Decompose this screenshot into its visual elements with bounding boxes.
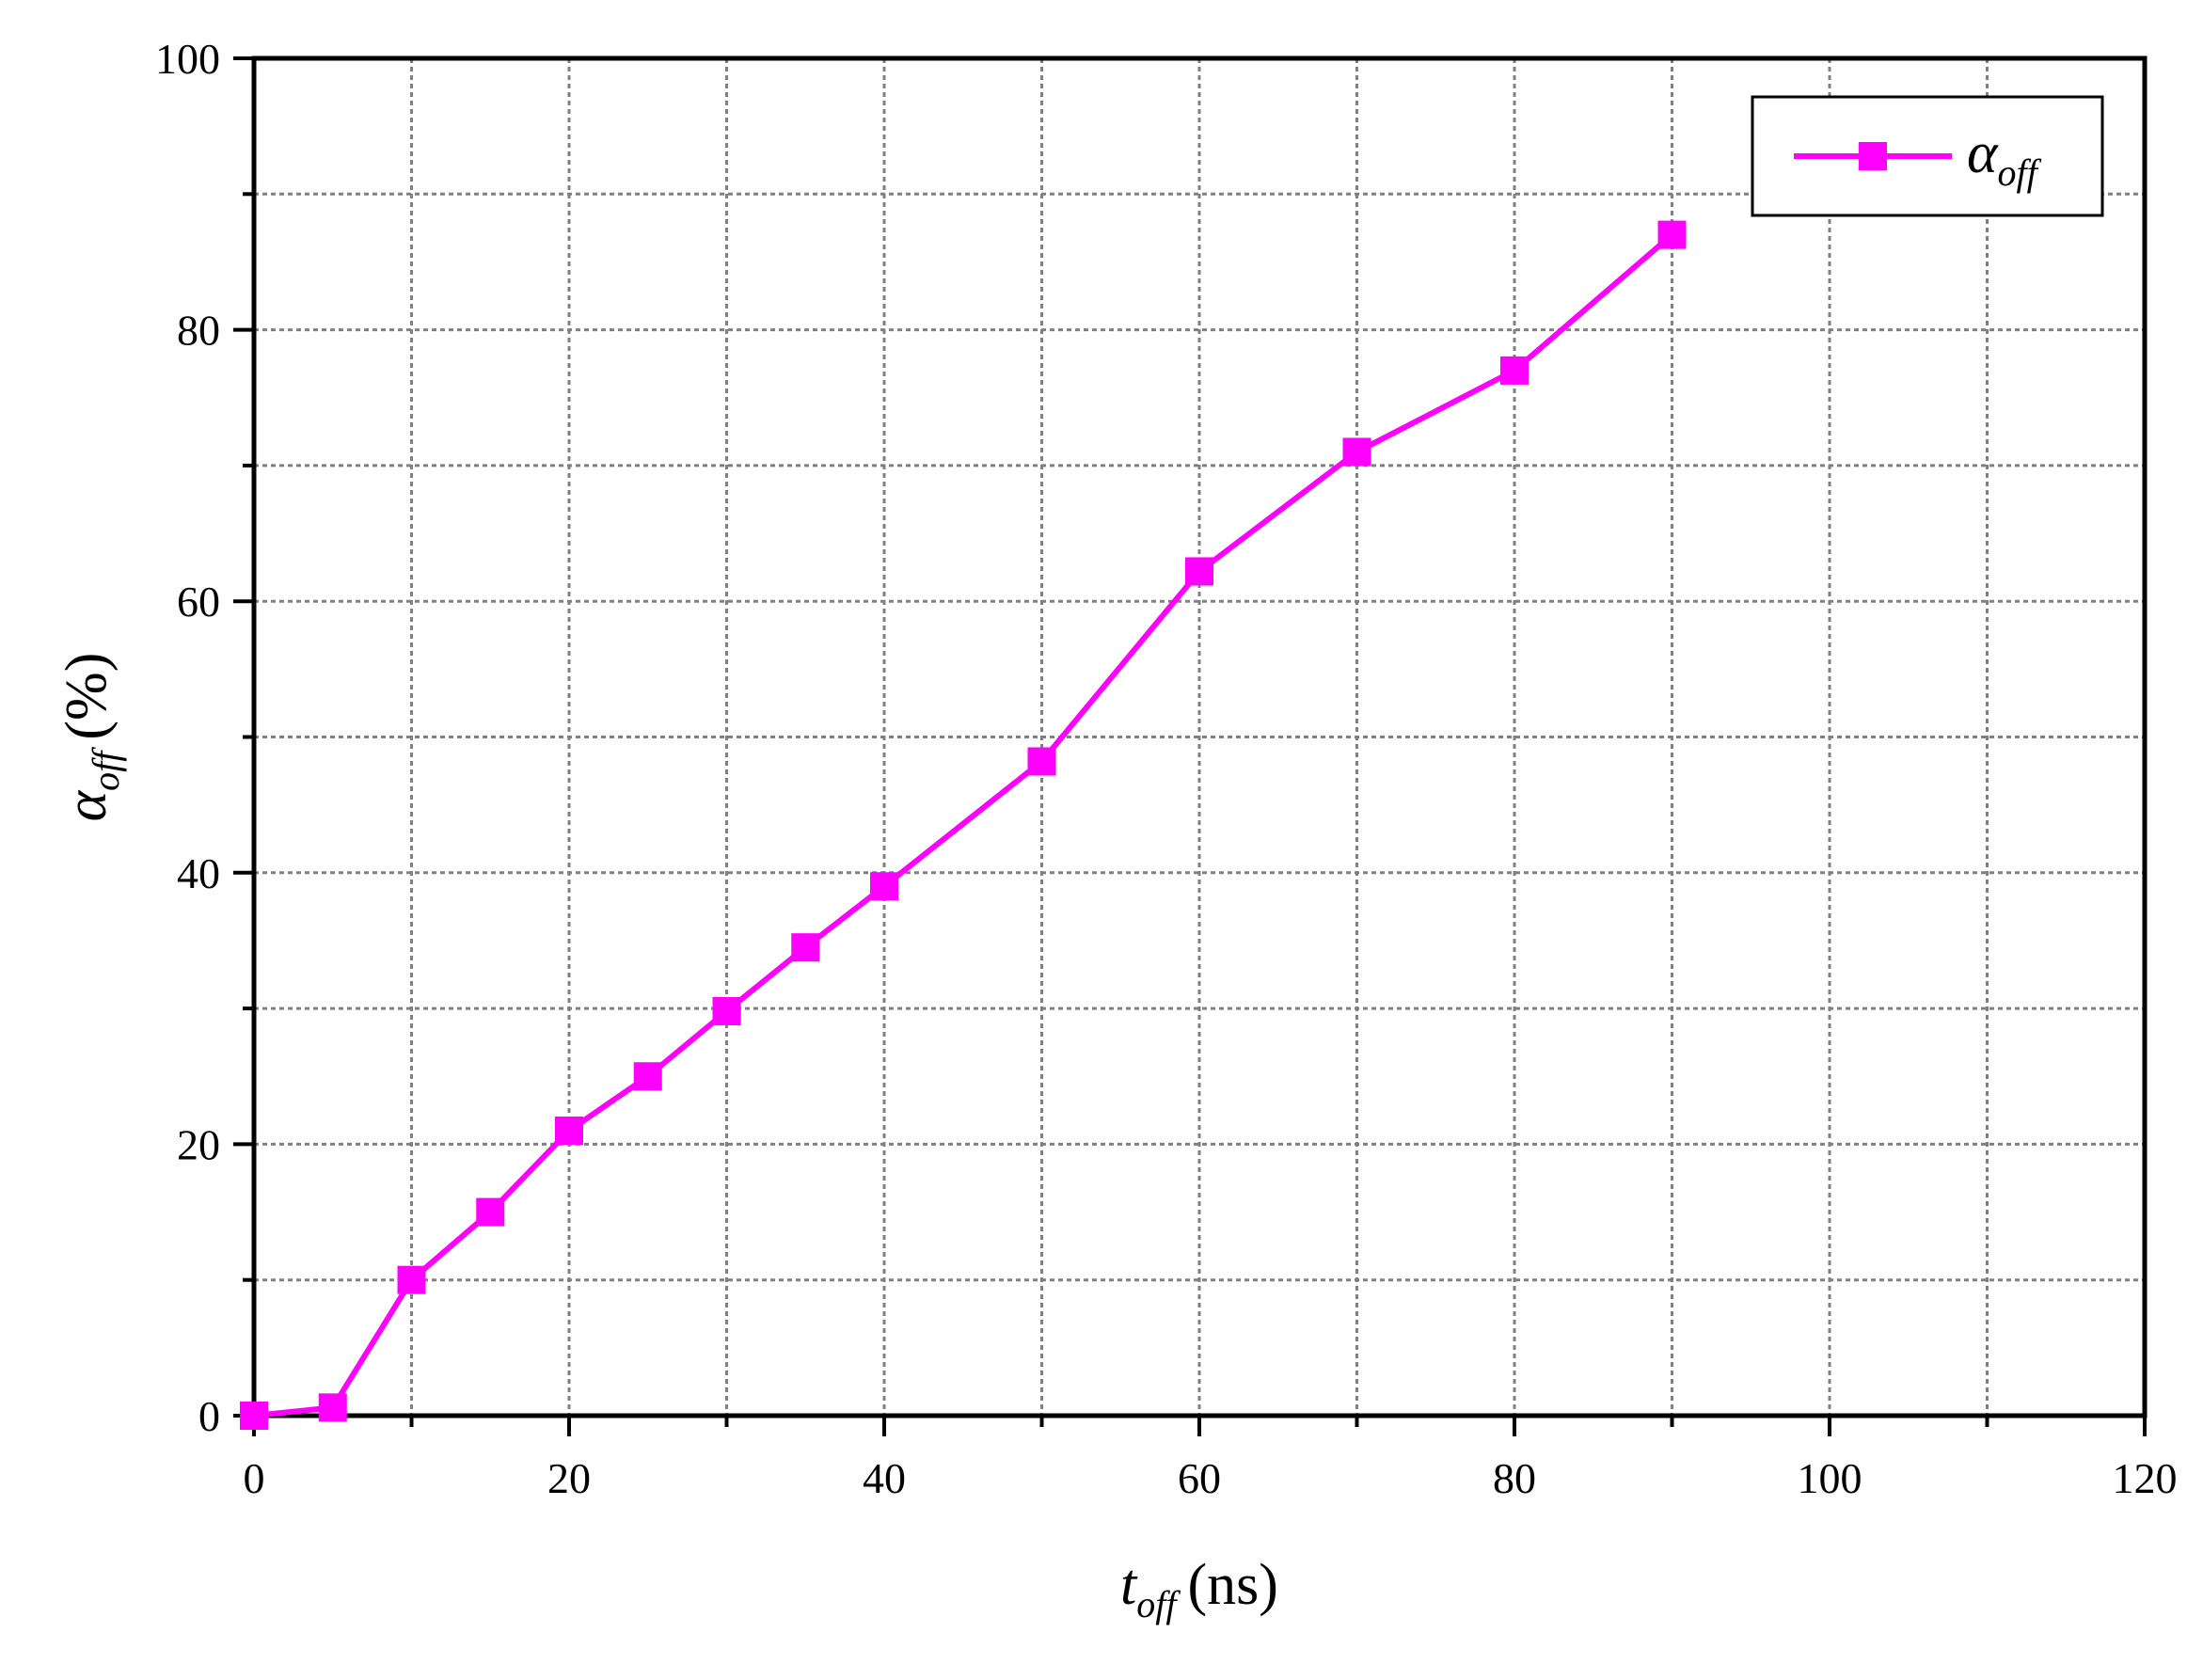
data-point [1657, 220, 1687, 249]
data-point [476, 1197, 505, 1227]
data-point [1027, 747, 1056, 776]
y-axis-title-unit: (%) [55, 653, 119, 740]
x-tick-label: 80 [1493, 1454, 1536, 1502]
x-tick-label: 120 [2113, 1454, 2178, 1502]
y-tick-label: 100 [155, 35, 220, 83]
legend-label: αoff [1967, 121, 2042, 194]
series-line [253, 232, 1674, 1418]
data-point [791, 933, 820, 962]
data-point [870, 872, 898, 901]
y-axis-title: αoff (%) [55, 653, 127, 822]
legend-label-sub: off [1998, 151, 2042, 194]
series-alpha-off [240, 220, 1687, 1430]
data-point [1500, 356, 1529, 385]
y-tick-label: 80 [177, 307, 220, 355]
y-axis-title-sub: off [85, 747, 127, 791]
data-point [240, 1402, 268, 1430]
y-tick-label: 60 [177, 578, 220, 626]
legend-marker [1859, 142, 1887, 170]
data-point [633, 1062, 662, 1091]
x-tick-label: 0 [244, 1454, 265, 1502]
data-point [1342, 437, 1371, 467]
x-axis-title: toff (ns) [1120, 1553, 1278, 1625]
axis-ticks [233, 56, 2147, 1436]
y-tick-label: 40 [177, 849, 220, 897]
x-tick-label: 60 [1178, 1454, 1221, 1502]
grid [254, 58, 2145, 1416]
data-point [1185, 557, 1213, 586]
data-point [318, 1393, 347, 1422]
x-tick-label: 20 [547, 1454, 591, 1502]
x-axis-title-main: t [1120, 1553, 1138, 1617]
x-tick-label: 100 [1798, 1454, 1862, 1502]
data-point [712, 996, 741, 1025]
y-axis-title-main: α [55, 789, 119, 821]
x-axis-title-unit: (ns) [1188, 1553, 1278, 1617]
x-tick-label: 40 [863, 1454, 906, 1502]
data-point [555, 1116, 583, 1145]
data-point [397, 1265, 426, 1294]
plot-frame [251, 55, 2148, 1418]
y-tick-label: 20 [177, 1120, 220, 1168]
legend-label-main: α [1967, 121, 1999, 185]
y-tick-label: 0 [198, 1392, 220, 1440]
tick-labels: 0 20 40 60 80 100 120 0 20 40 60 80 100 [155, 35, 2178, 1502]
x-axis-title-sub: off [1136, 1583, 1181, 1625]
legend: αoff [1751, 95, 2104, 217]
